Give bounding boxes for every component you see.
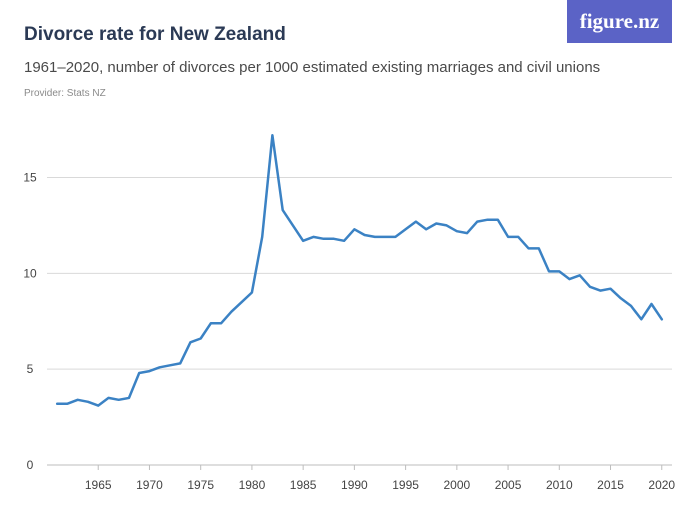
data-point[interactable] [95, 403, 101, 409]
data-point[interactable] [259, 234, 265, 240]
data-point[interactable] [54, 401, 60, 407]
data-point[interactable] [280, 207, 286, 213]
data-point[interactable] [597, 288, 603, 294]
x-tick-label: 1965 [85, 478, 112, 492]
data-point[interactable] [310, 234, 316, 240]
figure-nz-logo[interactable]: figure.nz [567, 0, 672, 43]
data-point[interactable] [464, 230, 470, 236]
data-point[interactable] [126, 395, 132, 401]
x-tick-label: 2020 [648, 478, 675, 492]
series-line [55, 134, 664, 407]
data-point[interactable] [105, 395, 111, 401]
chart-subtitle: 1961–2020, number of divorces per 1000 e… [24, 59, 601, 76]
data-point[interactable] [249, 290, 255, 296]
x-tick-label: 1985 [290, 478, 317, 492]
data-point[interactable] [331, 236, 337, 242]
data-point[interactable] [649, 301, 655, 307]
x-tick-label: 1975 [187, 478, 214, 492]
data-point[interactable] [403, 226, 409, 232]
data-point[interactable] [608, 286, 614, 292]
chart-title: Divorce rate for New Zealand [24, 24, 286, 45]
y-axis-ticks: 0 5 10 15 [23, 171, 37, 473]
data-point[interactable] [536, 245, 542, 251]
data-point[interactable] [638, 316, 644, 322]
data-point[interactable] [526, 245, 532, 251]
data-point[interactable] [556, 268, 562, 274]
data-point[interactable] [423, 226, 429, 232]
data-point[interactable] [628, 303, 634, 309]
data-point[interactable] [239, 299, 245, 305]
data-point[interactable] [485, 217, 491, 223]
data-point[interactable] [382, 234, 388, 240]
x-tick-label: 2005 [495, 478, 522, 492]
x-tick-label: 1995 [392, 478, 419, 492]
data-point[interactable] [659, 316, 665, 322]
data-point[interactable] [505, 234, 511, 240]
data-point[interactable] [372, 234, 378, 240]
data-point[interactable] [290, 222, 296, 228]
data-point[interactable] [495, 217, 501, 223]
data-point[interactable] [321, 236, 327, 242]
data-point[interactable] [177, 360, 183, 366]
x-tick-label: 2015 [597, 478, 624, 492]
data-point[interactable] [351, 226, 357, 232]
y-tick-label: 10 [23, 266, 37, 280]
data-point[interactable] [167, 362, 173, 368]
data-point[interactable] [198, 336, 204, 342]
x-tick-label: 1970 [136, 478, 163, 492]
data-point[interactable] [474, 219, 480, 225]
data-point[interactable] [300, 238, 306, 244]
data-point[interactable] [577, 272, 583, 278]
data-point[interactable] [64, 401, 70, 407]
data-point[interactable] [228, 309, 234, 315]
data-point[interactable] [546, 268, 552, 274]
data-point[interactable] [116, 397, 122, 403]
data-point[interactable] [85, 399, 91, 405]
data-point[interactable] [413, 219, 419, 225]
x-axis-ticks: 1965 1970 1975 1980 1985 1990 1995 2000 2005 2010… [85, 465, 675, 492]
x-tick-label: 1990 [341, 478, 368, 492]
data-point[interactable] [454, 228, 460, 234]
data-point[interactable] [587, 284, 593, 290]
series-line-layer [54, 132, 665, 409]
logo-text: figure.nz [579, 9, 660, 33]
data-point[interactable] [362, 232, 368, 238]
x-tick-label: 2000 [443, 478, 470, 492]
y-tick-label: 0 [27, 458, 34, 472]
data-point[interactable] [157, 364, 163, 370]
data-point[interactable] [567, 276, 573, 282]
y-tick-label: 15 [23, 171, 37, 185]
data-point[interactable] [187, 339, 193, 345]
data-point[interactable] [392, 234, 398, 240]
data-point[interactable] [433, 221, 439, 227]
y-tick-label: 5 [27, 362, 34, 376]
data-point[interactable] [208, 320, 214, 326]
data-point[interactable] [146, 368, 152, 374]
data-point[interactable] [218, 320, 224, 326]
data-point[interactable] [341, 238, 347, 244]
grid-lines [47, 177, 672, 466]
data-point[interactable] [269, 132, 275, 138]
data-point[interactable] [618, 295, 624, 301]
data-point[interactable] [136, 370, 142, 376]
x-tick-label: 1980 [239, 478, 266, 492]
data-point[interactable] [75, 397, 81, 403]
provider-credit: Provider: Stats NZ [24, 88, 106, 99]
data-point[interactable] [444, 222, 450, 228]
data-point[interactable] [515, 234, 521, 240]
x-tick-label: 2010 [546, 478, 573, 492]
